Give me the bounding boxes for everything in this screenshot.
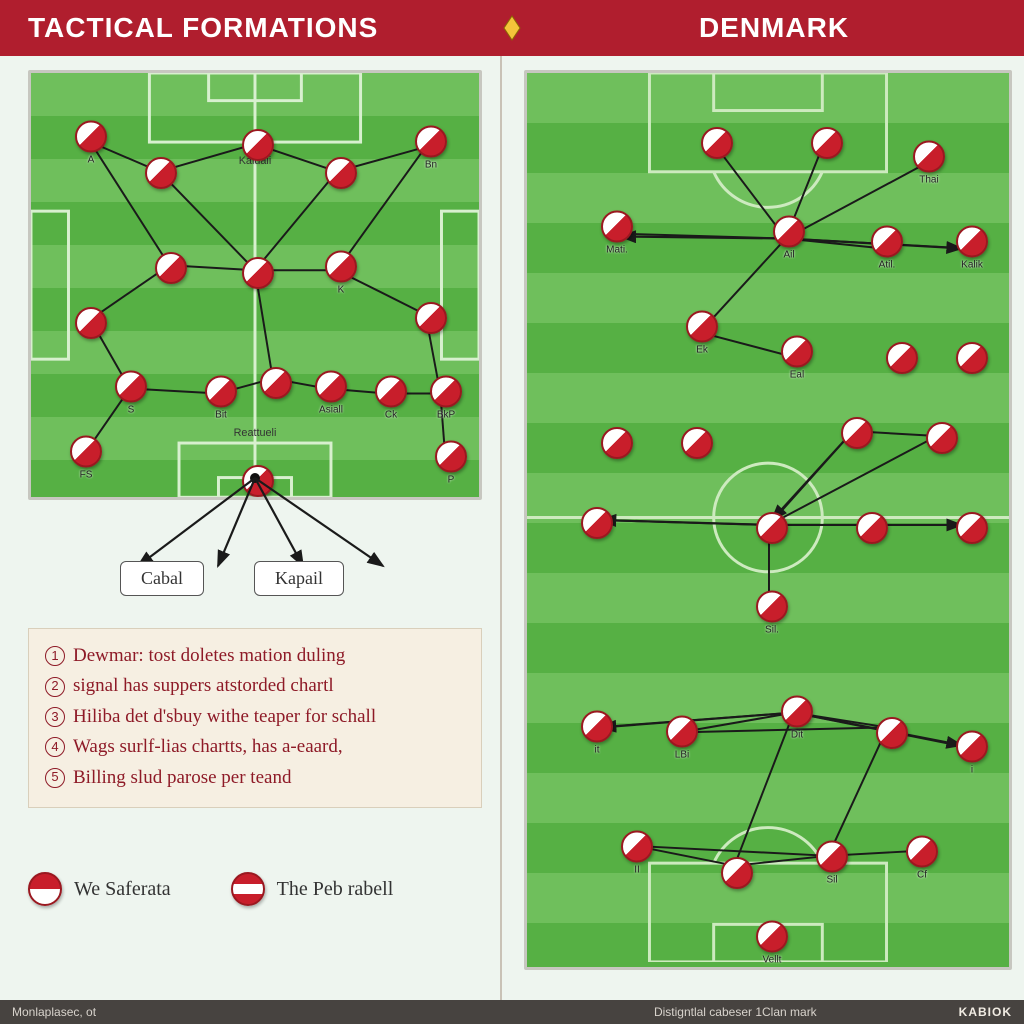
right-pitch: ThaiMati.AilAtil.KalikEkEalSil.itLBiDiti… [524,70,1012,970]
note-row: 2 signal has suppers atstorded chartl [45,671,465,701]
left-pitch-lines: Kaluaii Reattueli [31,73,479,497]
notes-panel: 1 Dewmar: tost doletes mation duling 2 sign… [28,628,482,808]
header-title-right: DENMARK [524,12,1024,44]
legend-disc-b [231,872,265,906]
note-row: 5 Billing slud parose per teand [45,763,465,793]
svg-text:Reattueli: Reattueli [234,427,277,439]
left-pitch: KaluaiiReattueli ABnKSBitAsiallCkBkPFSP [28,70,482,500]
note-text: Hiliba det d'sbuy withe teaper for schal… [73,702,376,732]
header-bar: TACTICAL FORMATIONS DENMARK [0,0,1024,56]
legend-disc-a [28,872,62,906]
header-title-left: TACTICAL FORMATIONS [0,12,500,44]
note-number-icon: 3 [45,707,65,727]
note-number-icon: 1 [45,646,65,666]
footer-mid: Distigntlal cabeser 1Clan mark [512,1005,959,1019]
footer-right: KABIOK [959,1005,1012,1019]
right-pitch-lines [527,73,1009,962]
callout-row: Cabal Kapail [120,561,344,596]
note-text: Billing slud parose per teand [73,763,291,793]
note-text: Wags surlf-lias chartts, has a-eaard, [73,732,343,762]
legend-item-b: The Peb rabell [231,872,394,906]
footer-bar: Monlaplasec, ot Distigntlal cabeser 1Cla… [0,1000,1024,1024]
note-number-icon: 4 [45,737,65,757]
svg-text:Kaluaii: Kaluaii [239,155,272,167]
legend-label-a: We Saferata [74,878,171,901]
footer-left: Monlaplasec, ot [12,1005,512,1019]
note-text: Dewmar: tost doletes mation duling [73,641,345,671]
legend-row: We Saferata The Peb rabell [28,846,482,906]
note-number-icon: 5 [45,768,65,788]
callout-a: Cabal [120,561,204,596]
note-text: signal has suppers atstorded chartl [73,671,334,701]
note-row: 4 Wags surlf-lias chartts, has a-eaard, [45,732,465,762]
left-column: KaluaiiReattueli ABnKSBitAsiallCkBkPFSP … [0,56,502,1000]
header-separator-icon [500,14,524,42]
callout-b: Kapail [254,561,344,596]
note-row: 3 Hiliba det d'sbuy withe teaper for scha… [45,702,465,732]
legend-label-b: The Peb rabell [277,878,394,901]
note-row: 1 Dewmar: tost doletes mation duling [45,641,465,671]
right-column: ThaiMati.AilAtil.KalikEkEalSil.itLBiDiti… [502,56,1024,1000]
note-number-icon: 2 [45,677,65,697]
legend-item-a: We Saferata [28,872,171,906]
